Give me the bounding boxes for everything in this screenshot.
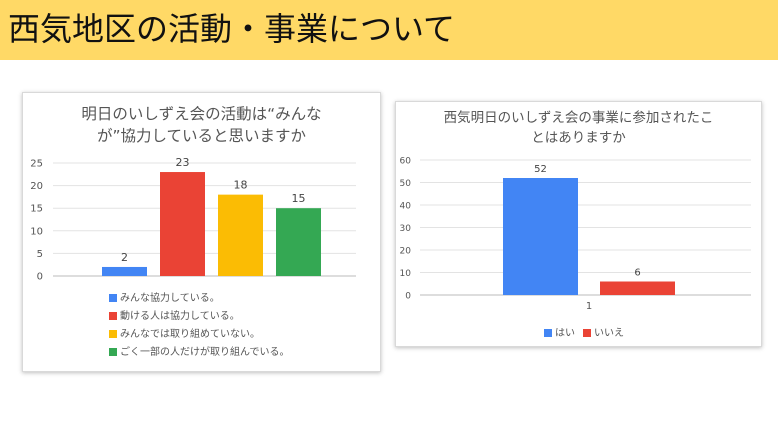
legend-item: みんなでは取り組めていない。: [109, 329, 260, 341]
chart1-title-line1: 明日のいしずえ会の活動は“みんな: [81, 105, 322, 123]
data-label: 6: [634, 268, 640, 279]
y-tick-label: 20: [30, 181, 43, 192]
y-tick-label: 5: [37, 249, 43, 260]
legend-label: みんな協力している。: [120, 293, 220, 304]
y-tick-label: 30: [400, 224, 412, 234]
data-label: 23: [176, 156, 190, 169]
legend-label: はい: [555, 328, 575, 339]
data-label: 52: [534, 164, 547, 175]
chart2-title-line1: 西気明日のいしずえ会の事業に参加されたこ: [443, 110, 714, 126]
legend-item: みんな協力している。: [109, 293, 220, 305]
chart2-title-line2: とはありますか: [531, 130, 626, 146]
chart2-legend: はい いいえ: [544, 324, 632, 339]
chart-card-participation: 西気明日のいしずえ会の事業に参加されたこ とはありますか 0 10 20 30 40 50…: [395, 101, 762, 347]
y-tick-label: 10: [30, 226, 43, 237]
y-tick-label: 0: [405, 292, 411, 302]
legend-label: みんなでは取り組めていない。: [120, 329, 260, 340]
y-tick-label: 10: [400, 269, 412, 279]
chart1-title: 明日のいしずえ会の活動は“みんな が”協力していると思いますか: [23, 103, 380, 147]
bar: [276, 208, 321, 276]
data-label: 18: [234, 179, 248, 192]
chart2-plot: 0 10 20 30 40 50 60 52 6 1: [400, 157, 751, 312]
legend-label: ごく一部の人だけが取り組んでいる。: [120, 347, 290, 358]
legend-swatch: [583, 329, 591, 337]
y-tick-label: 15: [30, 204, 43, 215]
legend-label: いいえ: [594, 328, 624, 339]
legend-swatch: [109, 330, 117, 338]
title-banner: 西気地区の活動・事業について: [0, 0, 778, 60]
y-tick-label: 60: [400, 157, 412, 167]
legend-swatch: [109, 348, 117, 356]
legend-swatch: [109, 294, 117, 302]
chart1-title-line2: が”協力していると思いますか: [96, 127, 307, 145]
bar: [160, 172, 205, 276]
chart-card-cooperation: 明日のいしずえ会の活動は“みんな が”協力していると思いますか 0 5 10 15 20…: [22, 92, 381, 372]
y-tick-label: 20: [400, 247, 412, 257]
chart1-plot: 0 5 10 15 20 25 2 23 18 15: [30, 156, 356, 283]
y-tick-label: 50: [400, 179, 412, 189]
bar: [503, 178, 578, 295]
data-label: 15: [292, 192, 306, 205]
legend-item: はい: [544, 328, 575, 339]
chart2-title: 西気明日のいしずえ会の事業に参加されたこ とはありますか: [396, 108, 761, 148]
data-label: 2: [121, 251, 128, 264]
legend-swatch: [544, 329, 552, 337]
legend-item: 動ける人は協力している。: [109, 311, 240, 323]
x-tick-label: 1: [586, 301, 592, 312]
y-tick-label: 25: [30, 159, 43, 170]
bar: [102, 266, 147, 276]
legend-label: 動ける人は協力している。: [120, 311, 240, 322]
bar: [218, 194, 263, 276]
bar: [600, 281, 675, 295]
y-tick-label: 0: [37, 272, 43, 283]
legend-item: いいえ: [583, 328, 624, 339]
legend-item: ごく一部の人だけが取り組んでいる。: [109, 347, 290, 359]
legend-swatch: [109, 312, 117, 320]
y-tick-label: 40: [400, 202, 412, 212]
page-title: 西気地区の活動・事業について: [8, 10, 456, 48]
